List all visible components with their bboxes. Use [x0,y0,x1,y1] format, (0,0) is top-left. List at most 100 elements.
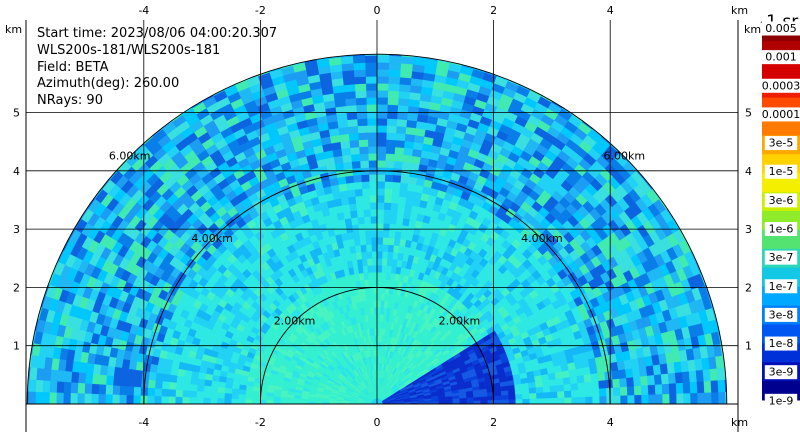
range-gate-cell [70,382,79,394]
range-gate-cell [570,382,579,391]
range-gate-cell [376,132,387,140]
x-tick-label-bottom: 2 [490,416,497,429]
range-gate-cell [266,396,274,401]
range-gate-cell [403,140,415,150]
range-gate-cell [569,375,578,384]
range-gate-cell [396,111,408,121]
range-gate-cell [381,265,387,273]
range-gate-cell [376,125,387,133]
x-tick-label-top: 0 [374,4,381,17]
range-gate-cell [147,379,156,389]
range-gate-cell [515,393,523,400]
range-gate-cell [676,393,684,405]
range-gate-cell [522,393,530,400]
range-gate-cell [351,160,361,169]
range-gate-cell [49,380,58,394]
range-gate-cell [252,395,260,401]
range-gate-cell [42,368,52,382]
range-gate-cell [543,397,551,405]
range-gate-cell [42,392,50,405]
range-gate-cell [273,396,281,401]
range-gate-cell [170,367,179,377]
range-gate-cell [366,104,378,112]
x-tick-label-bottom: 0 [374,416,381,429]
range-gate-cell [388,55,402,64]
range-gate-cell [360,251,368,260]
colorbar-label-text: 0.001 [765,51,797,64]
range-gate-cell [563,383,572,392]
info-instrument: WLS200s-181/WLS200s-181 [37,43,221,58]
colorbar-tick-label: 3e-8 [764,307,798,322]
range-gate-cell [576,374,585,384]
range-gate-cell [386,125,397,134]
range-gate-cell [550,391,558,399]
range-gate-cell [397,196,407,205]
range-gate-cell [364,223,372,231]
range-gate-cell [346,111,358,121]
range-gate-cell [376,90,389,98]
range-gate-cell [654,383,663,395]
range-gate-cell [371,258,378,266]
range-gate-cell [592,396,600,405]
range-gate-cell [231,388,240,395]
range-gate-cell [376,118,388,126]
range-gate-cell [365,76,378,84]
colorbar-label-text: 3e-5 [769,137,794,150]
range-gate-cell [398,90,411,100]
range-gate-cell [35,379,44,393]
colorbar-tick-label: 1e-9 [764,393,798,408]
range-gate-cell [231,393,239,400]
range-gate-cell [386,251,394,260]
range-gate-cell [362,195,371,203]
range-gate-cell [175,389,183,398]
range-gate-cell [168,381,177,391]
range-gate-cell [386,258,393,267]
range-gate-cell [380,293,385,301]
range-gate-cell [366,251,373,259]
range-gate-cell [571,389,579,398]
range-gate-cell [357,125,368,134]
range-gate-cell [393,160,403,169]
range-gate-cell [618,368,627,379]
range-gate-cell [376,293,382,301]
range-gate-cell [379,307,384,315]
range-gate-cell [368,160,378,168]
range-gate-cell [372,293,378,301]
range-gate-cell [598,387,607,397]
range-gate-cell [398,83,411,93]
colorbar-tick-label: 0.001 [761,50,800,65]
range-gate-cell [689,381,698,394]
range-gate-cell [598,379,607,389]
range-gate-cell [364,55,378,63]
range-gate-cell [376,209,385,217]
range-gate-cell [709,368,719,381]
range-gate-cell [376,321,381,329]
info-azimuth: Azimuth(deg): 260.00 [37,76,180,91]
range-gate-cell [63,370,73,383]
range-gate-cell [385,279,391,288]
range-gate-cell [683,392,691,405]
range-gate-cell [63,381,72,394]
range-gate-cell [392,251,399,260]
range-gate-cell [352,174,362,183]
range-gate-cell [661,383,670,395]
range-gate-cell [353,181,363,190]
range-gate-cell [340,147,352,156]
range-gate-cell [77,382,86,394]
range-gate-cell [70,371,80,384]
range-gate-cell [674,371,684,384]
range-gate-cell [126,386,135,396]
range-gate-cell [390,265,397,274]
range-gate-cell [494,399,502,405]
range-gate-cell [361,188,370,197]
colorbar-label-text: 1e-5 [769,165,794,178]
y-tick-label-right: 2 [745,281,752,294]
range-gate-cell [388,223,397,232]
range-gate-cell [359,237,367,246]
range-gate-cell [99,364,109,376]
range-gate-cell [197,378,206,387]
range-gate-cell [556,384,565,392]
range-gate-cell [344,175,354,184]
range-gate-cell [536,392,544,399]
range-gate-cell [106,365,116,377]
